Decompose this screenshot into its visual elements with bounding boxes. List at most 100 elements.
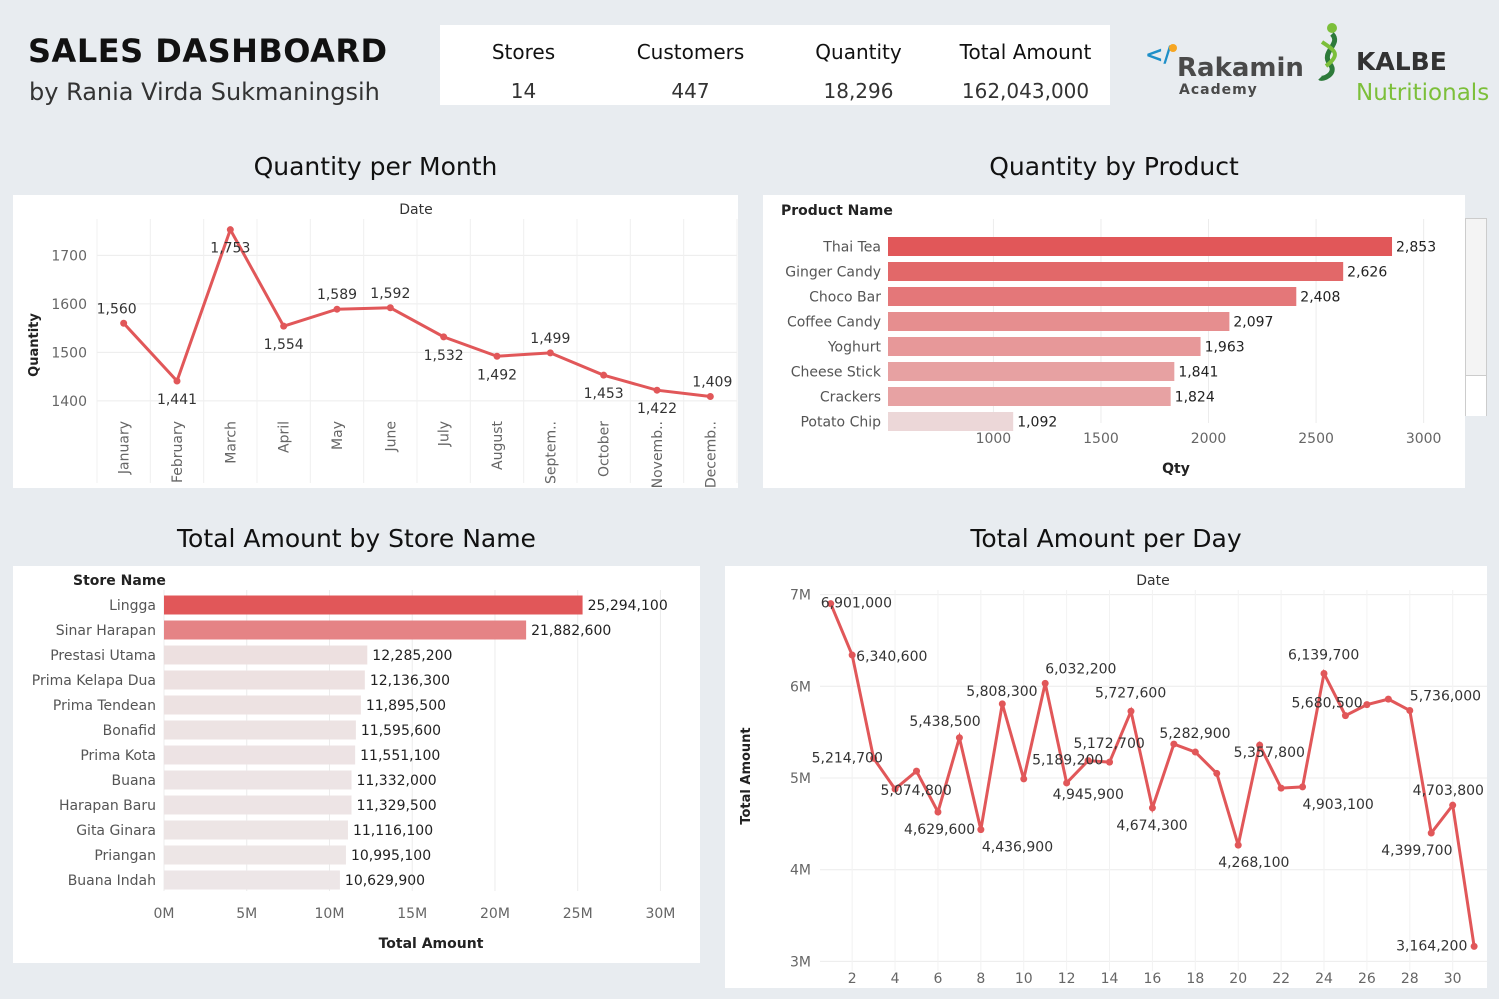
data-point [440, 333, 448, 341]
bar-value-label: 11,895,500 [366, 698, 446, 714]
data-point [870, 754, 878, 762]
data-point [1148, 804, 1156, 812]
bar [164, 770, 352, 790]
data-label: 6,139,700 [1288, 647, 1359, 663]
qty-product-title: Quantity by Product [989, 152, 1239, 181]
amount-store-bars: Lingga 25,294,100 Sinar Harapan 21,882,600 P… [32, 595, 668, 890]
amount-store-chart: Store Name Total Amount 0M 5M 10M 15M 20M 25M… [13, 566, 700, 963]
bar-value-label: 12,136,300 [370, 673, 450, 689]
data-point [1191, 748, 1199, 756]
qty-month-title: Quantity per Month [253, 152, 498, 181]
data-label: 1,453 [584, 386, 624, 402]
category-label: Buana Indah [68, 873, 156, 889]
rakamin-sub: Academy [1179, 82, 1258, 98]
kpi-total-amount: Total Amount 162,043,000 [942, 25, 1109, 105]
xtick-label: Decemb.. [703, 421, 719, 488]
rakamin-mark: </ [1145, 43, 1172, 68]
data-label: 5,214,700 [812, 750, 883, 766]
xtick-label: 8 [976, 971, 985, 987]
kpi-value: 447 [671, 79, 710, 103]
category-label: Coffee Candy [787, 315, 881, 331]
kpi-label: Stores [491, 40, 556, 64]
scrollbar-thumb[interactable] [1466, 375, 1486, 416]
amount-store-title: Total Amount by Store Name [177, 524, 536, 553]
xtick-label: 18 [1186, 971, 1204, 987]
data-point [706, 393, 714, 401]
qty-product-scrollbar[interactable] [1465, 218, 1487, 416]
category-label: Cheese Stick [791, 365, 882, 381]
qty-month-line [122, 226, 711, 398]
category-label: Yoghurt [827, 340, 882, 356]
bar-value-label: 2,626 [1347, 265, 1387, 281]
kalbe-figure-icon [1318, 23, 1337, 81]
data-label: 6,032,200 [1045, 661, 1116, 677]
xtick-label: 10M [315, 906, 345, 922]
bar-value-label: 11,551,100 [360, 748, 440, 764]
xtick-label: 5M [236, 906, 257, 922]
data-point [1213, 769, 1221, 777]
ytick-label: 5M [790, 771, 811, 787]
kalbe-name: KALBE [1356, 47, 1447, 76]
bar-value-label: 2,097 [1233, 315, 1273, 331]
category-label: Thai Tea [822, 240, 881, 256]
category-label: Harapan Baru [59, 798, 156, 814]
bar-value-label: 11,329,500 [356, 798, 436, 814]
data-point [1041, 679, 1049, 687]
data-point [1341, 712, 1349, 720]
bar [164, 745, 356, 765]
xtick-label: 10 [1015, 971, 1033, 987]
data-label: 5,172,700 [1074, 736, 1145, 752]
xtick-label: 30 [1444, 971, 1462, 987]
amount-day-labels: 6,901,000 6,340,600 5,214,700 5,074,800 4,62… [812, 596, 1484, 955]
bar [888, 262, 1344, 281]
bar-value-label: 11,595,600 [361, 723, 441, 739]
bar-value-label: 10,995,100 [351, 848, 431, 864]
data-point [1084, 757, 1092, 765]
category-label: Prestasi Utama [50, 648, 156, 664]
data-label: 5,736,000 [1410, 689, 1481, 705]
qty-product-category-header: Product Name [781, 203, 893, 219]
qty-month-xticks: January February March April May June July Augu… [117, 420, 720, 488]
bar-value-label: 10,629,900 [345, 873, 425, 889]
xtick-label: 24 [1315, 971, 1333, 987]
data-point [600, 371, 608, 379]
kalbe-logo: KALBE Nutritionals [1318, 23, 1489, 106]
amount-day-ylabel: Total Amount [739, 727, 754, 824]
kpi-value: 14 [510, 79, 537, 103]
category-label: Prima Tendean [53, 698, 156, 714]
category-label: Bonafid [103, 723, 156, 739]
data-label: 4,268,100 [1218, 855, 1289, 871]
qty-month-chart: Date Quantity 1400 1500 1600 1700 January Fe… [13, 195, 738, 488]
kpi-quantity: Quantity 18,296 [775, 25, 942, 105]
bar-value-label: 11,332,000 [357, 773, 437, 789]
data-point [1063, 779, 1071, 787]
category-label: Priangan [94, 848, 156, 864]
qty-month-top-label: Date [399, 202, 432, 218]
xtick-label: October [597, 421, 613, 477]
data-point [226, 226, 234, 234]
bar [164, 720, 356, 740]
bar [164, 695, 361, 715]
qty-month-labels: 1,560 1,441 1,753 1,554 1,589 1,592 1,532 1,492… [97, 241, 733, 418]
xtick-label: 4 [891, 971, 900, 987]
bar-value-label: 2,408 [1300, 290, 1340, 306]
data-label: 4,436,900 [982, 840, 1053, 856]
data-label: 5,074,800 [881, 783, 952, 799]
data-label: 4,945,900 [1053, 787, 1124, 803]
data-label: 4,903,100 [1303, 797, 1374, 813]
data-label: 5,357,800 [1234, 745, 1305, 761]
xtick-label: 26 [1358, 971, 1376, 987]
bar [888, 412, 1014, 431]
xtick-label: June [383, 421, 399, 453]
category-label: Prima Kelapa Dua [32, 673, 156, 689]
qty-month-ylabel: Quantity [27, 313, 42, 377]
xtick-label: 16 [1144, 971, 1162, 987]
rakamin-dot [1169, 44, 1177, 52]
category-label: Choco Bar [809, 290, 881, 306]
data-point [120, 319, 128, 327]
ytick-label: 1700 [51, 248, 87, 264]
category-label: Gita Ginara [76, 823, 156, 839]
xtick-label: 25M [563, 906, 593, 922]
bar [164, 670, 365, 690]
data-point [1277, 784, 1285, 792]
